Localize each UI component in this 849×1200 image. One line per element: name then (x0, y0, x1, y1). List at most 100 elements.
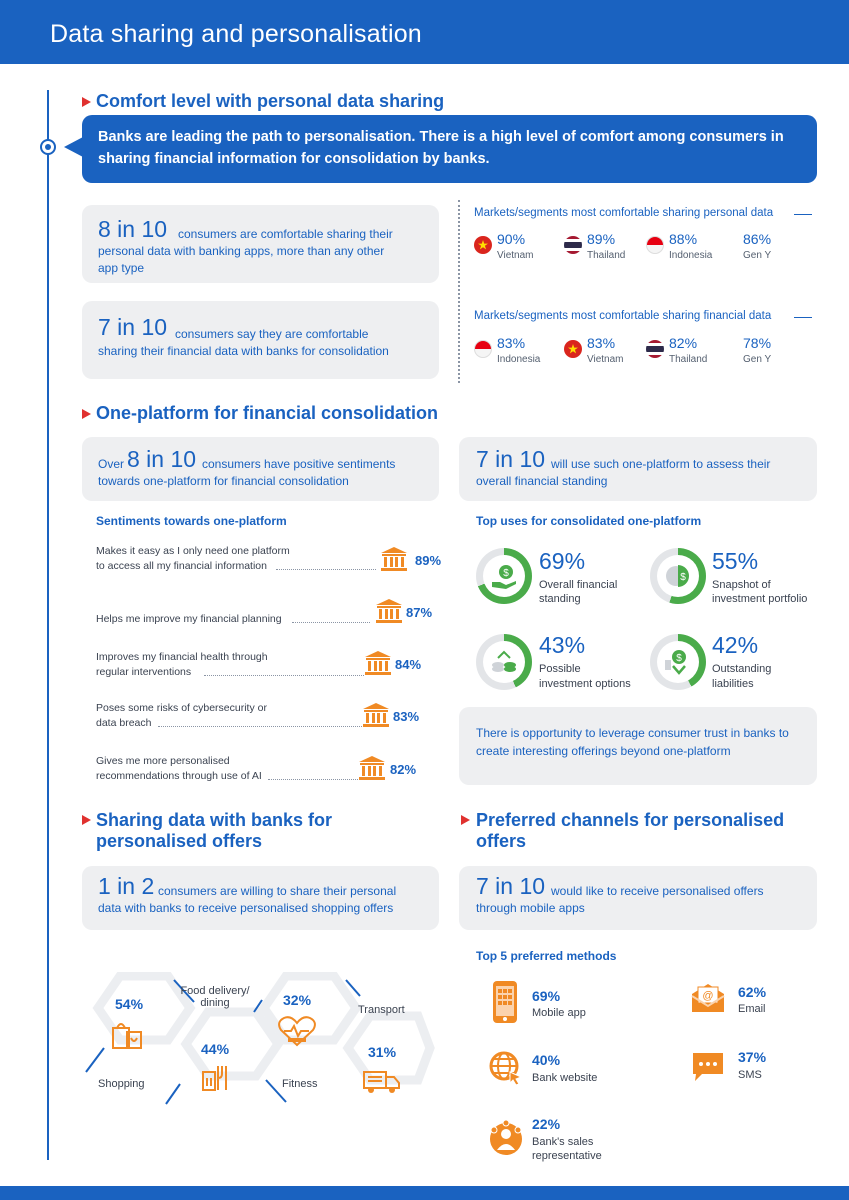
sentiment-text: Poses some risks of cybersecurity or (96, 702, 267, 714)
personal-pct: 88% (669, 231, 698, 247)
bank-icon (359, 756, 385, 780)
timeline-line (47, 90, 49, 1160)
leader-dots (158, 726, 362, 727)
sentiment-text: data breach (96, 717, 152, 729)
method-label: Bank's sales (532, 1136, 594, 1148)
personal-data-title: Markets/segments most comfortable sharin… (474, 207, 774, 219)
method-label: representative (532, 1150, 602, 1162)
sentiment-row: Improves my financial health through reg… (96, 650, 441, 680)
title-rule (794, 214, 812, 215)
category-label-fitness: Fitness (282, 1078, 318, 1090)
svg-text:$: $ (503, 568, 509, 579)
sentiment-text: to access all my financial information (96, 560, 267, 572)
methods-title: Top 5 preferred methods (476, 949, 617, 963)
food-delivery-icon (202, 1066, 227, 1091)
personal-pct: 86% (743, 231, 772, 247)
stat-big-7in10: 7 in 10 (98, 314, 168, 340)
method-label: Email (738, 1003, 766, 1015)
sentiment-text: Improves my financial health through (96, 651, 268, 663)
stat-text: consumers say they are comfortable (175, 327, 369, 341)
page-title: Data sharing and personalisation (50, 20, 422, 48)
sentiment-row: Gives me more personalised recommendatio… (96, 754, 441, 784)
method-pct: 37% (738, 1049, 767, 1065)
globe-website-icon (489, 1051, 523, 1086)
stat-text: sharing their financial data with banks … (98, 344, 389, 358)
sentiment-text: Gives me more personalised (96, 755, 230, 767)
personal-pct: 90% (497, 231, 526, 247)
stat-big: 7 in 10 (476, 873, 546, 899)
financial-pct: 83% (587, 335, 616, 351)
top-uses-title: Top uses for consolidated one-platform (476, 514, 702, 528)
thailand-flag-icon (564, 236, 582, 254)
money-hand-icon: $ (492, 565, 516, 589)
sentiments-title: Sentiments towards one-platform (96, 514, 287, 528)
mobile-phone-icon (493, 981, 517, 1023)
category-pct-food: 44% (201, 1041, 230, 1057)
financial-pct: 82% (669, 335, 698, 351)
section-arrow-icon (461, 815, 470, 825)
financial-name: Indonesia (497, 354, 541, 365)
personal-name: Indonesia (669, 250, 713, 261)
sentiment-pct: 83% (393, 709, 420, 724)
use-ring: $ (476, 548, 532, 604)
sentiment-text: Makes it easy as I only need one platfor… (96, 545, 290, 557)
page-header (0, 0, 849, 64)
section-title-channels: offers (476, 831, 527, 851)
use-pct: 69% (539, 548, 586, 574)
timeline-marker (40, 139, 56, 155)
personal-name: Gen Y (743, 250, 772, 261)
title-rule (794, 317, 812, 318)
method-pct: 69% (532, 988, 561, 1004)
vietnam-flag-icon (564, 340, 582, 358)
sentiment-pct: 84% (395, 657, 422, 672)
stat-card-7in10-use (459, 437, 817, 501)
leader-dots (292, 622, 370, 623)
stat-text: overall financial standing (476, 474, 608, 488)
personal-pct: 89% (587, 231, 616, 247)
use-ring (476, 634, 532, 690)
shopping-bags-icon (112, 1023, 142, 1049)
category-pct-fitness: 32% (283, 992, 312, 1008)
sentiment-row: Helps me improve my financial planning 8… (96, 598, 441, 628)
use-pct: 42% (712, 632, 759, 658)
stat-big-8in10: 8 in 10 (98, 216, 168, 242)
svg-text:$: $ (676, 653, 682, 664)
thailand-flag-icon (646, 340, 664, 358)
financial-name: Vietnam (587, 354, 624, 365)
leader-dots (204, 675, 364, 676)
stat-text: would like to receive personalised offer… (551, 884, 764, 898)
personal-name: Thailand (587, 250, 626, 261)
use-label: liabilities (712, 678, 754, 690)
sms-bubble-icon (693, 1053, 723, 1081)
stat-big: 8 in 10 (127, 446, 197, 472)
stat-text: through mobile apps (476, 901, 585, 915)
category-pct-shopping: 54% (115, 996, 144, 1012)
section-title-comfort: Comfort level with personal data sharing (96, 91, 445, 111)
stat-text: towards one-platform for financial conso… (98, 474, 349, 488)
use-label: Overall financial (539, 579, 618, 591)
method-pct: 22% (532, 1116, 561, 1132)
fitness-heart-icon (278, 1016, 316, 1047)
bank-icon (365, 651, 391, 675)
method-label: Mobile app (532, 1007, 586, 1019)
stat-text: consumers have positive sentiments (202, 457, 396, 471)
comfort-callout: Banks are leading the path to personalis… (82, 115, 817, 183)
stat-text: will use such one-platform to assess the… (551, 457, 771, 471)
financial-data-title: Markets/segments most comfortable sharin… (474, 310, 772, 322)
liabilities-icon: $ (665, 650, 686, 675)
sentiment-row: Makes it easy as I only need one platfor… (96, 544, 441, 584)
vietnam-flag-icon (474, 236, 492, 254)
email-envelope-icon: @ (691, 984, 725, 1012)
use-label: standing (539, 593, 581, 605)
use-label: investment options (539, 678, 631, 690)
bank-icon (376, 599, 402, 623)
use-label: Snapshot of (712, 579, 771, 591)
sentiment-pct: 82% (390, 762, 417, 777)
section-title-sharing: personalised offers (96, 831, 263, 851)
opportunity-card (459, 707, 817, 785)
stat-text: consumers are willing to share their per… (158, 884, 397, 898)
sales-representative-icon (490, 1120, 522, 1155)
indonesia-flag-icon (646, 236, 664, 254)
stat-big: 1 in 2 (98, 873, 155, 899)
method-label: Bank website (532, 1072, 598, 1084)
